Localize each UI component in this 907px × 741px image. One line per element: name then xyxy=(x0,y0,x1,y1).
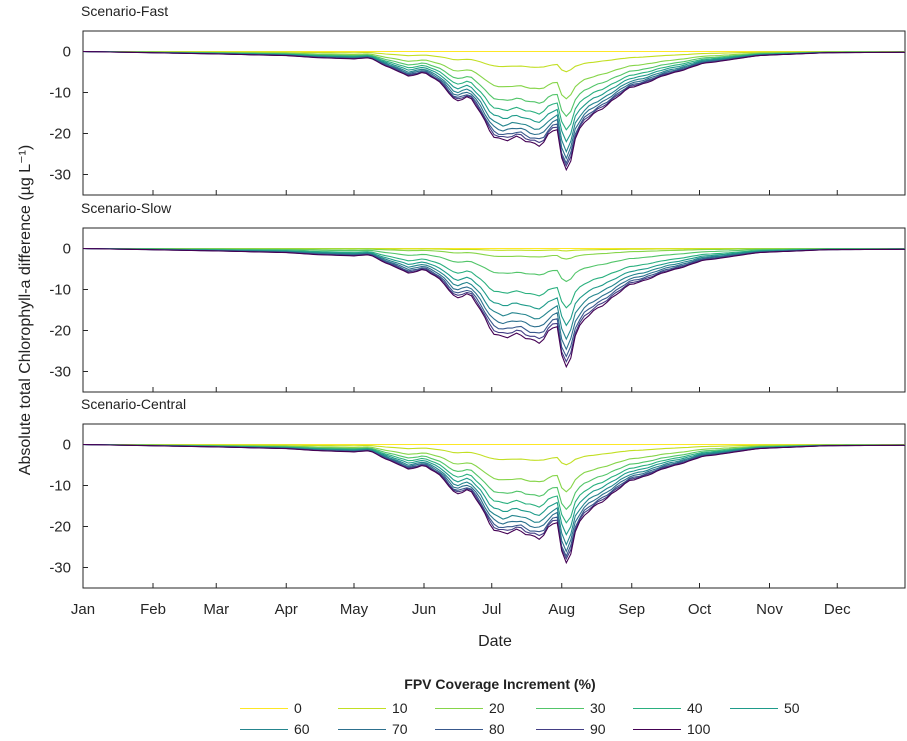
series-line-50 xyxy=(83,247,905,327)
series-line-30 xyxy=(83,247,905,283)
legend-title: FPV Coverage Increment (%) xyxy=(404,676,596,692)
y-tick-label: -20 xyxy=(49,323,71,340)
series-line-70 xyxy=(83,443,905,553)
series-line-100 xyxy=(83,443,905,565)
series-line-100 xyxy=(83,50,905,172)
series-line-100 xyxy=(83,247,905,369)
legend-entry-40: 40 xyxy=(633,699,728,719)
series-line-80 xyxy=(83,50,905,165)
panel-title: Scenario-Fast xyxy=(81,3,168,19)
y-tick-label: -20 xyxy=(49,519,71,536)
series-line-30 xyxy=(83,50,905,118)
series-line-40 xyxy=(83,247,905,309)
axes-box xyxy=(82,30,906,196)
y-tick-label: -10 xyxy=(49,478,71,495)
legend: FPV Coverage Increment (%) 0 10 20 30 40 50 60… xyxy=(0,668,907,741)
y-axis-label: Absolute total Chlorophyll-a difference … xyxy=(17,145,34,475)
legend-entry-80: 80 xyxy=(435,720,530,740)
series-line-40 xyxy=(83,50,905,131)
legend-label: 40 xyxy=(687,700,703,716)
x-axis-label: Date xyxy=(478,633,512,650)
x-tick-label: Nov xyxy=(756,601,783,618)
y-tick-label: 0 xyxy=(63,241,71,258)
legend-swatch xyxy=(240,708,288,709)
x-tick-label: Jun xyxy=(412,601,436,618)
panel-scenario-slow: Scenario-Slow 0 -10 -20 -30 xyxy=(49,200,906,393)
y-tick-label: -10 xyxy=(49,282,71,299)
series-line-70 xyxy=(83,50,905,160)
legend-entry-0: 0 xyxy=(240,699,335,719)
panel-title: Scenario-Slow xyxy=(81,200,172,216)
x-tick-label: Feb xyxy=(140,601,166,618)
legend-entry-100: 100 xyxy=(633,720,728,740)
legend-entry-20: 20 xyxy=(435,699,530,719)
x-tick-label: Jan xyxy=(71,601,95,618)
y-tick-label: -30 xyxy=(49,167,71,184)
legend-entry-10: 10 xyxy=(338,699,433,719)
axes-box xyxy=(82,227,906,393)
legend-entry-60: 60 xyxy=(240,720,335,740)
legend-swatch xyxy=(435,708,483,709)
legend-swatch xyxy=(633,708,681,709)
series-line-40 xyxy=(83,443,905,524)
series-line-30 xyxy=(83,443,905,511)
figure: Scenario-Fast 0 -10 -20 -30 Scenario-Slow 0 -10… xyxy=(17,3,906,650)
series-line-50 xyxy=(83,443,905,536)
series-line-80 xyxy=(83,443,905,558)
panel-title: Scenario-Central xyxy=(81,396,186,412)
legend-label: 0 xyxy=(294,700,302,716)
x-tick-label: Aug xyxy=(548,601,575,618)
series-line-90 xyxy=(83,247,905,363)
legend-label: 60 xyxy=(294,721,310,737)
y-tick-label: 0 xyxy=(63,44,71,61)
legend-swatch xyxy=(536,708,584,709)
legend-entry-30: 30 xyxy=(536,699,631,719)
legend-entry-70: 70 xyxy=(338,720,433,740)
legend-swatch xyxy=(435,729,483,730)
series-line-50 xyxy=(83,50,905,143)
legend-swatch xyxy=(633,729,681,730)
legend-swatch xyxy=(240,729,288,730)
y-tick-label: -10 xyxy=(49,85,71,102)
legend-swatch xyxy=(730,708,778,709)
legend-label: 10 xyxy=(392,700,408,716)
x-tick-label: Oct xyxy=(688,601,712,618)
legend-label: 90 xyxy=(590,721,606,737)
legend-entry-50: 50 xyxy=(730,699,825,719)
y-tick-label: -30 xyxy=(49,364,71,381)
legend-label: 70 xyxy=(392,721,408,737)
x-tick-labels: Jan Feb Mar Apr May Jun Jul Aug Sep Oct Nov Dec xyxy=(71,601,851,618)
legend-entry-90: 90 xyxy=(536,720,631,740)
legend-label: 20 xyxy=(489,700,505,716)
x-tick-label: Apr xyxy=(275,601,298,618)
axes-box xyxy=(82,423,906,589)
legend-swatch xyxy=(338,708,386,709)
series-line-10 xyxy=(83,443,905,466)
panel-scenario-fast: Scenario-Fast 0 -10 -20 -30 xyxy=(49,3,906,196)
legend-label: 30 xyxy=(590,700,606,716)
x-tick-label: Mar xyxy=(203,601,229,618)
series-line-20 xyxy=(83,50,905,100)
series-line-90 xyxy=(83,443,905,561)
legend-label: 80 xyxy=(489,721,505,737)
x-tick-label: Dec xyxy=(824,601,851,618)
x-tick-label: Jul xyxy=(482,601,501,618)
y-tick-label: -30 xyxy=(49,560,71,577)
legend-swatch xyxy=(338,729,386,730)
legend-label: 100 xyxy=(687,721,711,737)
series-line-10 xyxy=(83,50,905,73)
series-line-20 xyxy=(83,443,905,493)
legend-swatch xyxy=(536,729,584,730)
y-tick-label: 0 xyxy=(63,437,71,454)
legend-label: 50 xyxy=(784,700,800,716)
x-tick-label: May xyxy=(340,601,369,618)
series-line-90 xyxy=(83,50,905,168)
y-tick-label: -20 xyxy=(49,126,71,143)
panel-scenario-central: Scenario-Central 0 -10 -20 -30 xyxy=(49,396,906,589)
x-tick-label: Sep xyxy=(618,601,645,618)
